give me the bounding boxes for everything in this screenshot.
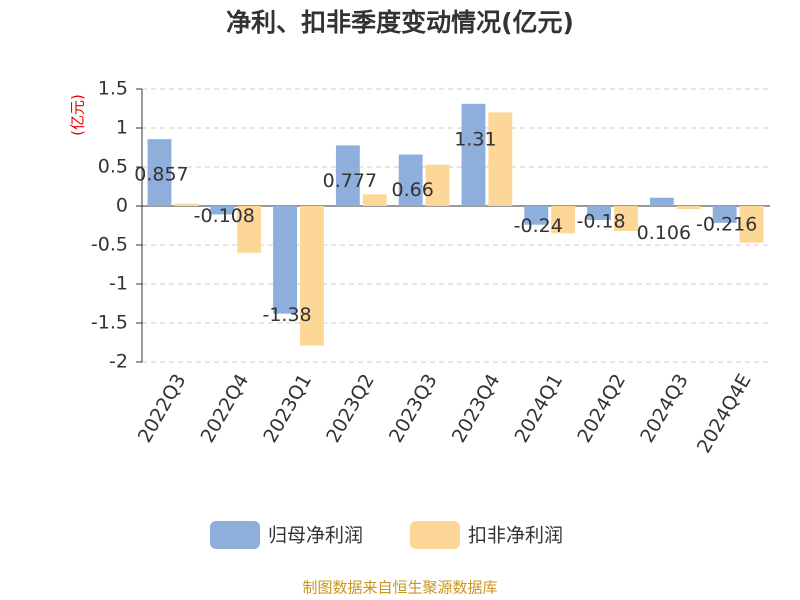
bar <box>174 203 199 206</box>
data-label: 1.31 <box>454 128 496 150</box>
bar <box>210 206 235 215</box>
x-tick-label: 2024Q4E <box>693 370 756 457</box>
data-label: 0.857 <box>134 164 188 186</box>
data-label: 0.66 <box>392 179 434 201</box>
bar <box>739 206 764 243</box>
bar <box>649 197 674 206</box>
y-tick-label: 0 <box>116 195 128 217</box>
data-label: -0.108 <box>194 205 255 227</box>
bar <box>524 206 549 225</box>
x-tick-label: 2023Q1 <box>259 370 316 446</box>
y-tick-label: -0.5 <box>91 234 128 256</box>
bar <box>461 103 486 206</box>
bar <box>676 206 701 210</box>
legend-label: 归母净利润 <box>268 525 363 547</box>
chart-title: 净利、扣非季度变动情况(亿元) <box>226 8 574 37</box>
bar <box>587 206 611 221</box>
y-tick-label: 1 <box>116 117 128 139</box>
bar <box>425 164 450 206</box>
y-tick-label: 0.5 <box>98 156 128 178</box>
data-label: -0.18 <box>576 211 625 233</box>
x-tick-label: 2023Q3 <box>385 370 442 446</box>
y-tick-label: -2 <box>109 351 128 373</box>
bar <box>273 206 297 314</box>
data-label: -0.216 <box>696 213 757 235</box>
bar <box>335 145 360 206</box>
bar <box>614 206 638 231</box>
legend-label: 扣非净利润 <box>468 525 563 547</box>
x-tick-label: 2023Q4 <box>448 370 505 446</box>
data-label: 0.777 <box>323 170 377 192</box>
bar <box>398 154 423 206</box>
x-tick-label: 2023Q2 <box>322 370 379 446</box>
x-tick-label: 2024Q1 <box>511 370 568 446</box>
x-tick-label: 2024Q3 <box>636 370 693 446</box>
data-label: -0.24 <box>514 215 563 237</box>
data-label: 0.106 <box>637 222 691 244</box>
x-tick-label: 2022Q3 <box>134 370 191 446</box>
legend-swatch <box>210 521 260 549</box>
data-label: -1.38 <box>262 304 311 326</box>
bar <box>147 139 172 206</box>
bar <box>362 194 387 206</box>
y-tick-label: 1.5 <box>98 78 128 100</box>
source-note: 制图数据来自恒生聚源数据库 <box>302 579 497 597</box>
bar <box>237 206 262 253</box>
bar <box>712 206 737 223</box>
bar <box>300 206 324 346</box>
bar <box>551 206 576 234</box>
y-tick-label: -1 <box>109 273 128 295</box>
x-tick-label: 2022Q4 <box>197 370 254 446</box>
bar <box>488 112 513 206</box>
x-tick-label: 2024Q2 <box>573 370 630 446</box>
y-axis-label: (亿元) <box>69 94 87 136</box>
y-tick-label: -1.5 <box>91 312 128 334</box>
legend-swatch <box>410 521 460 549</box>
